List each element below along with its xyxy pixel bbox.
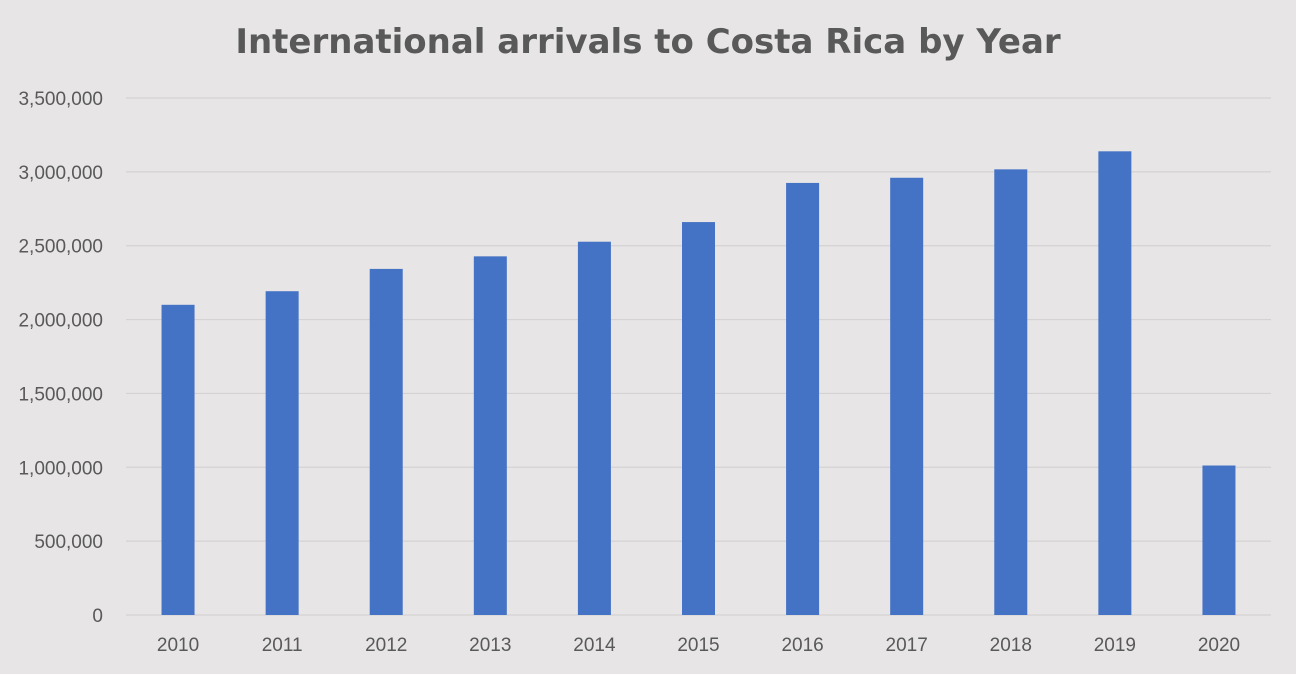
bar-2015 — [682, 222, 715, 615]
y-tick-label: 500,000 — [34, 532, 103, 553]
bar-2011 — [265, 291, 299, 615]
y-tick-label: 3,000,000 — [18, 163, 103, 184]
y-tick-label: 2,500,000 — [18, 237, 103, 258]
x-tick-label: 2013 — [469, 635, 511, 656]
bar-2018 — [994, 169, 1028, 615]
bar-2020 — [1202, 465, 1236, 615]
x-tick-label: 2020 — [1198, 635, 1240, 656]
y-tick-label: 1,500,000 — [18, 384, 103, 405]
bar-2019 — [1098, 151, 1132, 615]
bar-2010 — [161, 304, 195, 615]
x-tick-label: 2015 — [677, 635, 719, 656]
bar-2013 — [473, 256, 507, 615]
x-axis-tick-labels: 2010 2011 2012 2013 2014 2015 2016 2017 2018 2019… — [157, 635, 1240, 656]
bar-2014 — [577, 241, 611, 615]
y-tick-label: 3,500,000 — [18, 89, 103, 110]
y-tick-label: 1,000,000 — [18, 458, 103, 479]
y-tick-label: 0 — [92, 606, 103, 627]
x-tick-label: 2018 — [990, 635, 1032, 656]
y-tick-label: 2,000,000 — [18, 311, 103, 332]
bar-2016 — [786, 182, 820, 615]
bar-2017 — [890, 177, 924, 615]
y-axis-tick-labels: 0 500,000 1,000,000 1,500,000 2,000,000 2,500… — [18, 89, 103, 627]
x-tick-label: 2017 — [886, 635, 928, 656]
x-tick-label: 2012 — [365, 635, 407, 656]
x-tick-label: 2019 — [1094, 635, 1136, 656]
x-tick-label: 2014 — [573, 635, 616, 656]
x-tick-label: 2010 — [157, 635, 199, 656]
bar-2012 — [369, 268, 403, 615]
x-tick-label: 2016 — [781, 635, 823, 656]
bars — [161, 151, 1236, 615]
chart-title: International arrivals to Costa Rica by … — [235, 22, 1061, 62]
x-tick-label: 2011 — [262, 635, 303, 656]
